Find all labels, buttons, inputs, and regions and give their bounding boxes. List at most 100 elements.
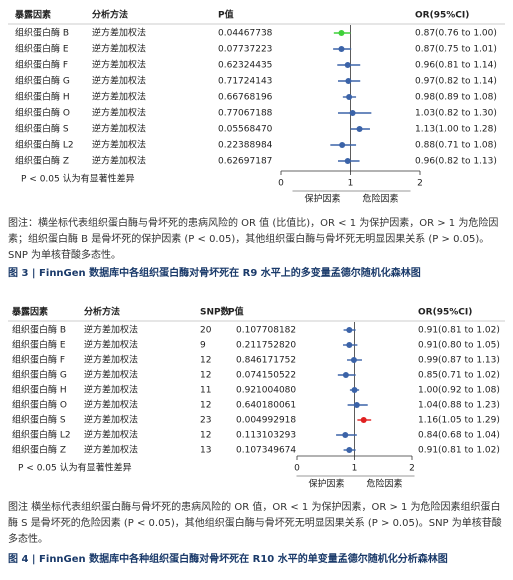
cell: 逆方差加权法 [84, 399, 138, 411]
cell: 逆方差加权法 [84, 444, 138, 456]
cell: 组织蛋白酶 L2 [15, 139, 74, 151]
point-estimate [344, 62, 351, 68]
cell: 0.074150522 [236, 371, 296, 381]
cell: 逆方差加权法 [84, 354, 138, 366]
cell: 1.13(1.00 to 1.28) [415, 125, 497, 135]
cell: 0.22388984 [218, 141, 273, 151]
cell: 0.62697187 [218, 157, 272, 167]
point-estimate [339, 142, 346, 148]
cell: 0.98(0.89 to 1.08) [415, 93, 497, 103]
column-header: P值 [228, 306, 244, 318]
cell: 0.66768196 [218, 93, 273, 103]
cell: 0.99(0.87 to 1.13) [418, 356, 500, 366]
figure-title: 图 4 | FinnGen 数据库中各种组织蛋白酶对骨坏死在 R10 水平的单变… [8, 554, 448, 565]
cell: 逆方差加权法 [92, 155, 146, 167]
cell: 0.211752820 [236, 341, 296, 351]
x-tick-label: 1 [348, 179, 354, 189]
cell: 逆方差加权法 [92, 27, 146, 39]
cell: 0.85(0.71 to 1.02) [418, 371, 500, 381]
cell: 组织蛋白酶 E [15, 43, 69, 55]
caption: 图注：横坐标代表组织蛋白酶与骨坏死的患病风险的 OR 值 (比值比)，OR < … [8, 218, 499, 261]
point-estimate [356, 126, 363, 132]
point-estimate [338, 30, 345, 36]
cell: 23 [200, 416, 211, 426]
axis-label-left: 保护因素 [308, 478, 344, 490]
cell: 0.77067188 [218, 109, 273, 119]
cell: 0.846171752 [236, 356, 296, 366]
cell: 0.91(0.81 to 1.02) [418, 446, 500, 456]
cell: 逆方差加权法 [84, 324, 138, 336]
cell: 逆方差加权法 [92, 107, 146, 119]
cell: 逆方差加权法 [92, 123, 146, 135]
point-estimate [346, 342, 353, 348]
cell: 逆方差加权法 [92, 59, 146, 71]
cell: 20 [200, 326, 212, 336]
cell: 0.004992918 [236, 416, 296, 426]
point-estimate [344, 158, 351, 164]
axis-label-left: 保护因素 [304, 193, 340, 205]
cell: 逆方差加权法 [84, 414, 138, 426]
note: P < 0.05 认为有显著性差异 [21, 173, 135, 185]
cell: 逆方差加权法 [92, 91, 146, 103]
point-estimate [346, 327, 353, 333]
cell: 0.07737223 [218, 45, 272, 55]
cell: 组织蛋白酶 H [12, 384, 67, 396]
cell: 组织蛋白酶 S [15, 123, 69, 135]
cell: 12 [200, 356, 211, 366]
point-estimate [342, 432, 349, 438]
cell: 0.91(0.81 to 1.02) [418, 326, 500, 336]
cell: 13 [200, 446, 211, 456]
cell: 0.62324435 [218, 61, 272, 71]
cell: 0.97(0.82 to 1.14) [415, 77, 497, 87]
cell: 组织蛋白酶 B [12, 324, 66, 336]
cell: 组织蛋白酶 S [12, 414, 66, 426]
cell: 组织蛋白酶 E [12, 339, 66, 351]
column-header: SNP数 [200, 306, 231, 318]
x-tick-label: 2 [409, 464, 415, 474]
cell: 12 [200, 371, 211, 381]
cell: 0.84(0.68 to 1.04) [418, 431, 500, 441]
cell: 0.107349674 [236, 446, 296, 456]
x-tick-label: 0 [278, 179, 284, 189]
cell: 0.640180061 [236, 401, 296, 411]
point-estimate [338, 46, 345, 52]
point-estimate [353, 402, 360, 408]
cell: 1.16(1.05 to 1.29) [418, 416, 500, 426]
cell: 0.87(0.76 to 1.00) [415, 29, 497, 39]
cell: 0.88(0.71 to 1.08) [415, 141, 497, 151]
cell: 12 [200, 431, 211, 441]
point-estimate [342, 372, 349, 378]
cell: 组织蛋白酶 F [12, 354, 65, 366]
cell: 0.96(0.81 to 1.14) [415, 61, 497, 71]
cell: 逆方差加权法 [92, 75, 146, 87]
cell: 逆方差加权法 [84, 429, 138, 441]
cell: 0.921004080 [236, 386, 296, 396]
cell: 12 [200, 401, 211, 411]
cell: 逆方差加权法 [84, 369, 138, 381]
column-header: 分析方法 [84, 306, 120, 318]
note: P < 0.05 认为有显著性差异 [18, 462, 132, 474]
cell: 逆方差加权法 [84, 384, 138, 396]
cell: 1.00(0.92 to 1.08) [418, 386, 500, 396]
cell: 组织蛋白酶 O [12, 399, 67, 411]
cell: 组织蛋白酶 G [15, 75, 70, 87]
point-estimate [351, 387, 358, 393]
point-estimate [360, 417, 367, 423]
column-header: 暴露因素 [11, 306, 48, 318]
x-tick-label: 1 [352, 464, 358, 474]
cell: 组织蛋白酶 F [15, 59, 68, 71]
cell: 9 [200, 341, 206, 351]
cell: 0.05568470 [218, 125, 273, 135]
point-estimate [346, 94, 353, 100]
cell: 11 [200, 386, 211, 396]
x-tick-label: 0 [294, 464, 300, 474]
cell: 0.04467738 [218, 29, 273, 39]
column-header: OR(95%CI) [415, 11, 469, 21]
cell: 组织蛋白酶 L2 [12, 429, 71, 441]
cell: 组织蛋白酶 G [12, 369, 67, 381]
column-header: 分析方法 [92, 9, 128, 21]
figure-title: 图 3 | FinnGen 数据库中各组织蛋白酶对骨坏死在 R9 水平上的多变量… [8, 268, 421, 279]
cell: 组织蛋白酶 B [15, 27, 69, 39]
